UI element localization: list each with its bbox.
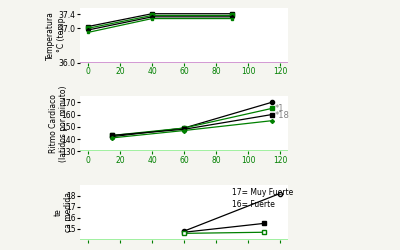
Y-axis label: Ritmo Cardiaco
(latidos por minuto): Ritmo Cardiaco (latidos por minuto) [49, 86, 68, 162]
Text: *18: *18 [275, 111, 290, 120]
Text: *1: *1 [275, 104, 285, 113]
Text: 16= Fuerte: 16= Fuerte [232, 200, 275, 209]
Y-axis label: Temperatura
°C (temp: Temperatura °C (temp [46, 11, 66, 60]
Text: 17= Muy Fuerte: 17= Muy Fuerte [232, 188, 293, 196]
Y-axis label: te
ca medida: te ca medida [54, 192, 73, 232]
